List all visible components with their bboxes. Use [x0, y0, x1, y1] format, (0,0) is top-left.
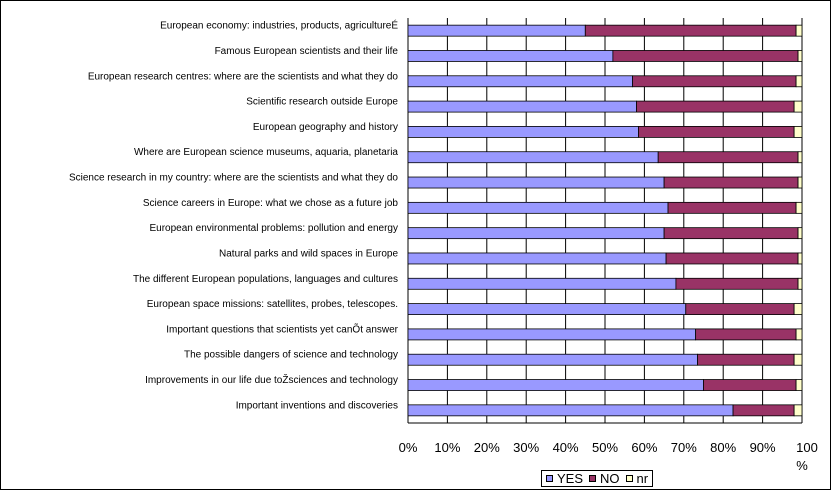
- bar-segment-nr: [793, 404, 803, 417]
- bars: [407, 24, 803, 417]
- bar-segment-no: [632, 75, 797, 88]
- bar-segment-nr: [797, 50, 803, 62]
- x-tick-label: 100: [796, 440, 818, 455]
- legend-swatch-yes: [546, 475, 553, 482]
- bar-segment-no: [667, 201, 797, 214]
- bar-segment-nr: [795, 201, 803, 214]
- legend-item-no: NO: [589, 471, 620, 486]
- legend-label-nr: nr: [636, 471, 649, 486]
- x-tick-label: 90%: [750, 440, 776, 455]
- bar-segment-yes: [407, 252, 667, 265]
- bar-segment-nr: [795, 24, 803, 37]
- x-tick-label: %: [796, 458, 808, 473]
- category-label: The possible dangers of science and tech…: [184, 350, 398, 361]
- bar-segment-no: [612, 50, 799, 62]
- x-tick-label: 40%: [553, 440, 579, 455]
- x-tick-label: 70%: [671, 440, 697, 455]
- bar-segment-no: [636, 100, 795, 113]
- category-label: European environmental problems: polluti…: [150, 223, 399, 234]
- bar-segment-nr: [797, 176, 803, 189]
- bar-segment-no: [732, 404, 795, 417]
- bar-segment-yes: [407, 379, 704, 391]
- category-label: Natural parks and wild spaces in Europe: [219, 248, 398, 259]
- category-label: European research centres: where are the…: [88, 71, 399, 82]
- x-tick-label: 50%: [592, 440, 618, 455]
- category-label: Science careers in Europe: what we chose…: [143, 198, 399, 209]
- legend-swatch-no: [589, 475, 597, 482]
- x-tick-label: 10%: [434, 440, 460, 455]
- bar-segment-yes: [407, 75, 633, 88]
- bar-segment-yes: [407, 201, 669, 214]
- x-tick-label: 0%: [399, 440, 418, 455]
- x-tick-label: 20%: [474, 440, 500, 455]
- bar-segment-nr: [797, 151, 803, 164]
- bar-segment-yes: [407, 176, 665, 189]
- x-tick-label: 80%: [710, 440, 736, 455]
- bar-segment-yes: [407, 151, 659, 164]
- category-label: Scientific research outside Europe: [246, 97, 398, 108]
- legend-label-no: NO: [600, 471, 620, 486]
- x-tick-label: 30%: [513, 440, 539, 455]
- bar-segment-nr: [793, 303, 803, 315]
- bar-segment-nr: [795, 328, 803, 341]
- bar-segment-no: [685, 303, 795, 315]
- category-label: Important inventions and discoveries: [236, 400, 398, 411]
- bar-segment-no: [663, 227, 799, 240]
- bar-segment-no: [663, 176, 799, 189]
- bar-segment-no: [584, 24, 797, 37]
- category-label: European space missions: satellites, pro…: [147, 299, 398, 310]
- bar-segment-yes: [407, 100, 637, 113]
- bar-segment-nr: [793, 353, 803, 366]
- bar-segment-no: [638, 126, 795, 138]
- bar-segment-nr: [793, 126, 803, 138]
- category-label: Science research in my country: where ar…: [69, 173, 398, 184]
- bar-segment-yes: [407, 404, 734, 417]
- bar-segment-no: [665, 252, 799, 265]
- category-label: Famous European scientists and their lif…: [215, 46, 399, 57]
- bar-segment-yes: [407, 126, 639, 138]
- bar-segment-yes: [407, 24, 586, 37]
- bar-segment-nr: [795, 75, 803, 88]
- category-labels: European economy: industries, products, …: [69, 19, 399, 412]
- legend-label-yes: YES: [557, 471, 584, 486]
- x-tick-label: 60%: [631, 440, 657, 455]
- legend-swatch-nr: [625, 475, 633, 482]
- category-label: Improvements in our life due toŽsciences…: [145, 373, 398, 386]
- bar-segment-nr: [797, 277, 803, 290]
- bar-segment-yes: [407, 328, 697, 341]
- bar-segment-no: [695, 328, 797, 341]
- legend-item-nr: nr: [625, 471, 649, 486]
- bar-segment-nr: [797, 252, 803, 265]
- bar-segment-no: [697, 353, 795, 366]
- legend-item-yes: YES: [546, 471, 583, 486]
- bar-segment-nr: [795, 379, 803, 391]
- category-label: Where are European science museums, aqua…: [134, 147, 398, 158]
- bar-segment-yes: [407, 277, 677, 290]
- bar-segment-no: [657, 151, 799, 164]
- category-label: European geography and history: [253, 122, 398, 133]
- legend: YES NO nr: [541, 470, 654, 487]
- bar-segment-yes: [407, 303, 687, 315]
- category-label: Important questions that scientists yet …: [166, 322, 398, 335]
- bar-segment-no: [703, 379, 797, 391]
- bar-segment-nr: [793, 100, 803, 113]
- bar-segment-yes: [407, 353, 698, 366]
- bar-segment-nr: [797, 227, 803, 240]
- bar-segment-yes: [407, 50, 614, 62]
- bar-segment-yes: [407, 227, 665, 240]
- category-label: European economy: industries, products, …: [160, 19, 398, 32]
- category-label: The different European populations, lang…: [133, 274, 398, 285]
- bar-segment-no: [675, 277, 799, 290]
- x-axis-ticks: 0% 10% 20% 30% 40% 50% 60% 70% 80% 90% 100%: [399, 440, 818, 473]
